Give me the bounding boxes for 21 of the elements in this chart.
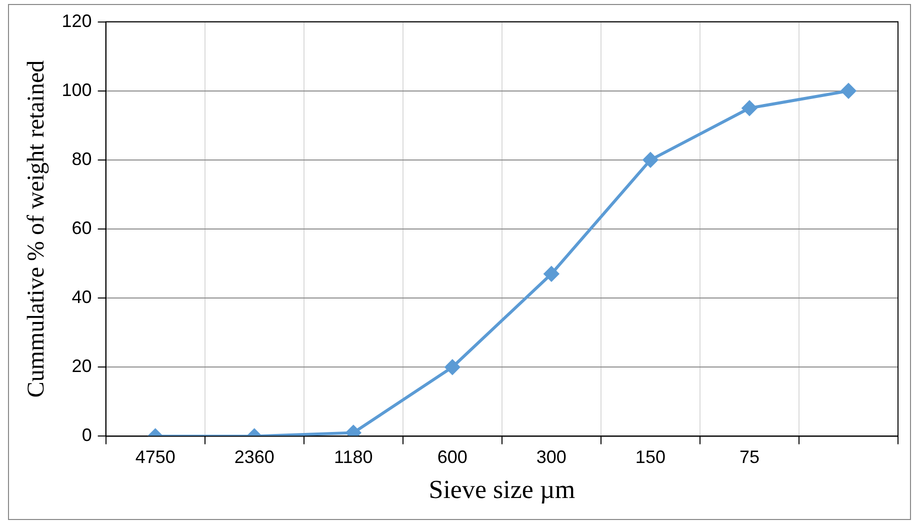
- x-tick-label: 600: [437, 446, 468, 467]
- x-tick-label: 1180: [334, 446, 373, 467]
- x-tick-label: 150: [635, 446, 666, 467]
- point: [544, 266, 559, 282]
- point: [840, 83, 856, 98]
- x-tick-label: 2360: [234, 446, 274, 467]
- y-tick-label: 20: [72, 356, 92, 376]
- y-tick-label: 100: [62, 80, 92, 100]
- y-tick-label: 0: [82, 425, 92, 446]
- point: [444, 360, 460, 375]
- x-tick-label: 75: [739, 446, 760, 467]
- y-tick-label: 80: [72, 148, 92, 169]
- point: [742, 100, 757, 116]
- x-axis-title: Sieve size µm: [428, 475, 576, 504]
- point: [642, 152, 658, 168]
- x-tick-label: 4750: [135, 446, 176, 467]
- y-tick-label: 40: [72, 287, 92, 308]
- y-tick-label: 120: [62, 10, 92, 31]
- y-axis-title: Cummulative % of weight retained: [24, 60, 50, 398]
- y-tick-label: 60: [72, 218, 92, 238]
- x-tick-label: 300: [536, 446, 566, 467]
